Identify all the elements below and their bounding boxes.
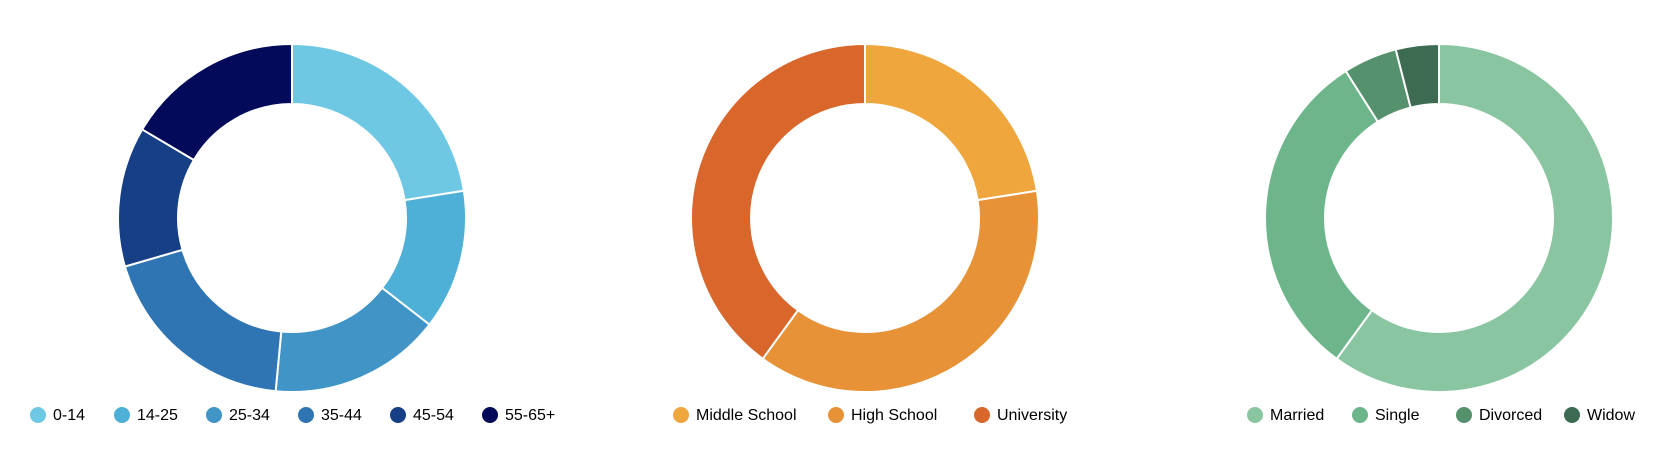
legend-marker — [390, 407, 406, 423]
legend-label: 35-44 — [321, 407, 362, 424]
legend-2: Middle School High School University — [673, 407, 1067, 424]
legend-1: 0-14 14-25 25-34 35-44 45-54 55-65+ — [30, 407, 555, 424]
legend-marker — [298, 407, 314, 423]
legend-label: Middle School — [696, 407, 797, 424]
legend-marker — [114, 407, 130, 423]
legend-marker — [1564, 407, 1580, 423]
legend-marker — [974, 407, 990, 423]
legend-3: Married Single Divorced Widow — [1247, 407, 1635, 424]
slice-55-65[interactable] — [140, 42, 293, 162]
legend-item[interactable]: High School — [828, 407, 937, 424]
slice-single[interactable] — [1264, 69, 1380, 361]
legend-item[interactable]: 35-44 — [298, 407, 362, 424]
slice-married[interactable] — [1335, 42, 1615, 393]
legend-item[interactable]: University — [974, 407, 1067, 424]
legend-item[interactable]: 14-25 — [114, 407, 178, 424]
slice-widow[interactable] — [1394, 42, 1440, 109]
legend-label: University — [997, 407, 1067, 424]
legend-label: 55-65+ — [505, 407, 555, 424]
legend-item[interactable]: 0-14 — [30, 407, 85, 424]
legend-marker — [1247, 407, 1263, 423]
donut-chart-3 — [1264, 42, 1615, 393]
legend-label: Widow — [1587, 407, 1635, 424]
legend-marker — [828, 407, 844, 423]
slice-high-school[interactable] — [761, 189, 1040, 393]
legend-marker — [482, 407, 498, 423]
legend-item[interactable]: 55-65+ — [482, 407, 555, 424]
legend-item[interactable]: Widow — [1564, 407, 1635, 424]
legend-label: High School — [851, 407, 937, 424]
legend-label: 0-14 — [53, 407, 85, 424]
legend-label: Divorced — [1479, 407, 1542, 424]
legend-marker — [1456, 407, 1472, 423]
legend-item[interactable]: Middle School — [673, 407, 797, 424]
legend-marker — [30, 407, 46, 423]
legend-item[interactable]: Divorced — [1456, 407, 1542, 424]
legend-item[interactable]: Married — [1247, 407, 1324, 424]
legend-label: 45-54 — [413, 407, 454, 424]
slice-university[interactable] — [690, 42, 866, 361]
legend-label: Married — [1270, 407, 1324, 424]
legend-marker — [1352, 407, 1368, 423]
legend-label: 25-34 — [229, 407, 270, 424]
legend-marker — [206, 407, 222, 423]
slice-middle-school[interactable] — [864, 42, 1039, 202]
legend-label: Single — [1375, 407, 1420, 424]
legend-label: 14-25 — [137, 407, 178, 424]
legend-marker — [673, 407, 689, 423]
slice-35-44[interactable] — [123, 248, 283, 393]
donut-chart-2 — [690, 42, 1040, 393]
slice-0-14[interactable] — [291, 42, 466, 202]
legend-item[interactable]: Single — [1352, 407, 1420, 424]
donut-chart-1 — [117, 42, 467, 393]
legend-item[interactable]: 45-54 — [390, 407, 454, 424]
legend-item[interactable]: 25-34 — [206, 407, 270, 424]
